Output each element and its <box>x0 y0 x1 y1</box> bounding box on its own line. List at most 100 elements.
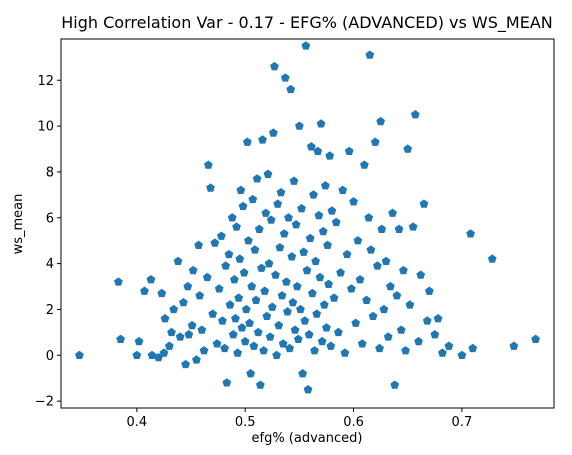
data-point <box>270 61 279 71</box>
data-point <box>430 330 440 339</box>
data-point <box>239 268 249 277</box>
data-point <box>250 245 260 254</box>
data-point <box>293 334 303 343</box>
data-point <box>233 348 242 357</box>
y-tick-label: 12 <box>37 74 54 89</box>
data-point <box>271 270 280 279</box>
data-point <box>208 309 218 318</box>
data-point <box>310 346 319 355</box>
data-point <box>531 334 540 343</box>
data-point <box>438 348 447 357</box>
data-point <box>251 295 261 304</box>
data-point <box>195 291 205 300</box>
data-point <box>179 297 188 307</box>
data-point <box>140 286 149 295</box>
data-point <box>410 110 420 119</box>
data-point <box>392 291 402 300</box>
data-point <box>326 341 336 350</box>
data-point <box>351 318 361 327</box>
data-point <box>368 311 378 321</box>
data-point <box>309 190 318 199</box>
data-point <box>288 297 298 307</box>
data-point <box>305 233 315 243</box>
plot-frame <box>60 38 555 409</box>
data-point <box>242 137 252 146</box>
data-point <box>317 336 327 346</box>
data-point <box>246 369 255 378</box>
data-point <box>245 318 254 327</box>
data-point <box>360 160 369 169</box>
data-point <box>266 215 276 224</box>
y-tick-label: 6 <box>46 211 54 226</box>
data-point <box>322 323 331 332</box>
data-point <box>237 323 247 332</box>
data-point <box>259 346 268 355</box>
y-tick-label: −2 <box>35 395 54 410</box>
data-point <box>274 320 284 330</box>
x-tick-label: 0.4 <box>127 415 148 430</box>
data-point <box>286 84 296 94</box>
data-point <box>285 343 294 353</box>
data-point <box>298 369 307 378</box>
data-point <box>364 213 374 222</box>
y-tick-label: 8 <box>46 165 54 180</box>
data-point <box>234 293 244 302</box>
data-point <box>325 151 335 160</box>
data-point <box>344 146 354 156</box>
data-point <box>220 343 229 353</box>
data-point <box>353 236 363 245</box>
data-point <box>194 240 203 249</box>
data-point <box>316 119 326 128</box>
data-point <box>306 142 316 151</box>
data-point <box>287 252 297 261</box>
data-point <box>169 304 179 314</box>
data-point <box>210 238 220 247</box>
x-tick-label: 0.6 <box>343 415 364 430</box>
data-point <box>184 330 194 339</box>
data-point <box>116 334 125 343</box>
data-point <box>302 265 312 275</box>
data-point <box>279 229 289 238</box>
points-layer <box>75 41 540 394</box>
data-point <box>347 284 356 293</box>
data-point <box>249 341 259 350</box>
x-axis-ticks: 0.4 0.5 0.6 0.7 <box>127 408 472 430</box>
data-point <box>340 348 350 357</box>
data-point <box>401 346 410 355</box>
data-point <box>173 256 183 266</box>
data-point <box>206 183 215 192</box>
data-point <box>297 204 306 213</box>
data-point <box>257 263 266 272</box>
data-point <box>323 240 332 249</box>
data-point <box>342 249 352 259</box>
y-tick-label: 2 <box>46 303 54 318</box>
data-point <box>252 174 262 183</box>
data-point <box>301 41 311 50</box>
data-point <box>228 330 238 339</box>
data-point <box>318 226 328 236</box>
data-point <box>192 355 201 364</box>
data-point <box>304 330 314 339</box>
data-point <box>283 307 292 316</box>
data-point <box>290 325 300 334</box>
data-point <box>268 128 278 137</box>
data-point <box>187 320 197 330</box>
data-point <box>334 327 343 337</box>
data-point <box>457 350 467 360</box>
data-point <box>299 247 309 256</box>
data-point <box>444 341 454 350</box>
data-point <box>199 346 209 355</box>
data-point <box>263 169 273 178</box>
data-point <box>329 293 339 302</box>
y-tick-label: 4 <box>46 257 54 272</box>
data-point <box>355 275 365 284</box>
data-point <box>265 332 275 341</box>
data-point <box>433 314 443 323</box>
data-point <box>216 231 226 240</box>
data-point <box>181 359 190 369</box>
data-point <box>394 224 404 233</box>
data-point <box>134 336 144 346</box>
data-point <box>277 291 287 300</box>
x-tick-label: 0.5 <box>235 415 256 430</box>
data-point <box>262 311 272 321</box>
